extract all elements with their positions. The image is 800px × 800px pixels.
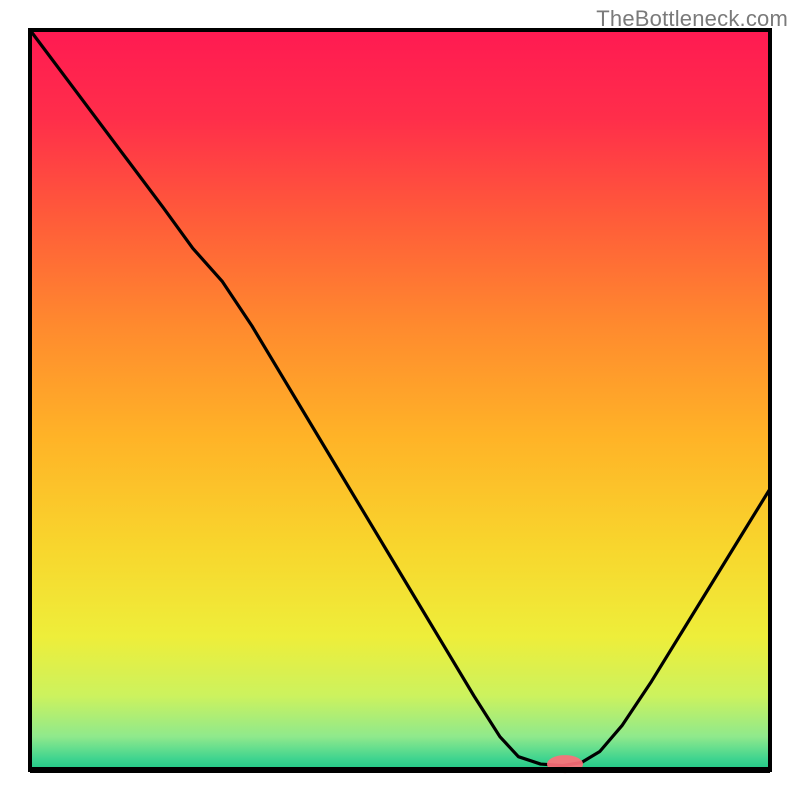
- bottleneck-chart: [0, 0, 800, 800]
- gradient-background: [30, 30, 770, 770]
- chart-root: { "watermark": { "text": "TheBottleneck.…: [0, 0, 800, 800]
- watermark-text: TheBottleneck.com: [596, 6, 788, 32]
